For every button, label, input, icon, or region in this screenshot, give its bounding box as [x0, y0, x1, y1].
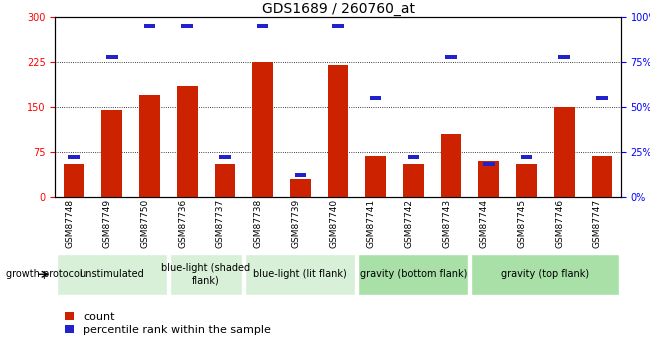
- Text: GSM87737: GSM87737: [216, 199, 225, 248]
- Bar: [245, 254, 356, 295]
- Text: GSM87739: GSM87739: [291, 199, 300, 248]
- Text: blue-light (shaded
flank): blue-light (shaded flank): [161, 264, 251, 285]
- Bar: [106, 55, 118, 59]
- Bar: [471, 254, 619, 295]
- Bar: [592, 156, 612, 197]
- Bar: [252, 62, 273, 197]
- Text: unstimulated: unstimulated: [79, 269, 144, 279]
- Text: GSM87744: GSM87744: [480, 199, 489, 248]
- Text: GSM87749: GSM87749: [103, 199, 112, 248]
- Bar: [177, 86, 198, 197]
- Bar: [403, 164, 424, 197]
- Bar: [294, 173, 306, 177]
- Text: GSM87740: GSM87740: [329, 199, 338, 248]
- Bar: [57, 254, 167, 295]
- Text: gravity (bottom flank): gravity (bottom flank): [359, 269, 467, 279]
- Bar: [64, 164, 84, 197]
- Bar: [257, 24, 268, 28]
- Text: GSM87747: GSM87747: [593, 199, 602, 248]
- Bar: [558, 55, 570, 59]
- Text: GSM87748: GSM87748: [65, 199, 74, 248]
- Text: gravity (top flank): gravity (top flank): [501, 269, 590, 279]
- Bar: [521, 155, 532, 159]
- Bar: [554, 107, 575, 197]
- Text: GSM87742: GSM87742: [404, 199, 413, 248]
- Bar: [408, 155, 419, 159]
- Bar: [478, 161, 499, 197]
- Bar: [181, 24, 193, 28]
- Text: GSM87743: GSM87743: [442, 199, 451, 248]
- Text: GSM87741: GSM87741: [367, 199, 376, 248]
- Text: GSM87738: GSM87738: [254, 199, 263, 248]
- Text: GSM87736: GSM87736: [178, 199, 187, 248]
- Bar: [68, 155, 80, 159]
- Bar: [596, 96, 608, 100]
- Bar: [214, 164, 235, 197]
- Bar: [358, 254, 469, 295]
- Bar: [328, 65, 348, 197]
- Bar: [144, 24, 155, 28]
- Text: GSM87745: GSM87745: [517, 199, 526, 248]
- Bar: [445, 55, 457, 59]
- Bar: [101, 110, 122, 197]
- Bar: [139, 95, 160, 197]
- Bar: [332, 24, 344, 28]
- Bar: [290, 179, 311, 197]
- Text: GSM87750: GSM87750: [140, 199, 150, 248]
- Bar: [170, 254, 242, 295]
- Bar: [219, 155, 231, 159]
- Text: growth protocol: growth protocol: [6, 269, 83, 279]
- Title: GDS1689 / 260760_at: GDS1689 / 260760_at: [261, 2, 415, 16]
- Bar: [365, 156, 386, 197]
- Bar: [516, 164, 537, 197]
- Bar: [370, 96, 382, 100]
- Legend: count, percentile rank within the sample: count, percentile rank within the sample: [61, 307, 276, 339]
- Text: blue-light (lit flank): blue-light (lit flank): [254, 269, 347, 279]
- Bar: [441, 134, 462, 197]
- Text: GSM87746: GSM87746: [555, 199, 564, 248]
- Bar: [483, 162, 495, 166]
